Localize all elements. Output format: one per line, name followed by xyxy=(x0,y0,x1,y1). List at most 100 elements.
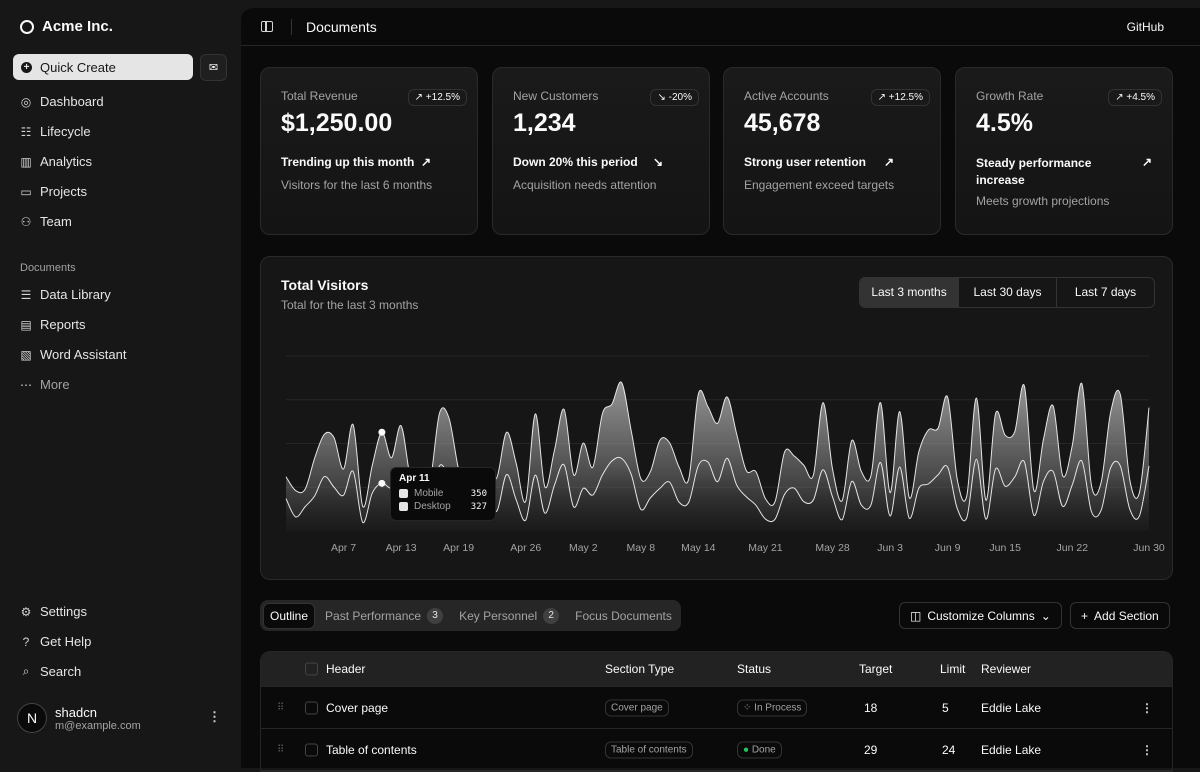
sidebar-item-label: Reports xyxy=(40,317,86,332)
sidebar-item-settings[interactable]: ⚙ Settings xyxy=(20,604,87,619)
chart-title: Total Visitors xyxy=(281,277,369,293)
inbox-button[interactable]: ✉ xyxy=(200,54,227,81)
row-header[interactable]: Cover page xyxy=(326,700,389,715)
chart-subtitle: Total for the last 3 months xyxy=(281,298,419,312)
chart-bar-icon: ▥ xyxy=(20,154,32,169)
card-description: Meets growth projections xyxy=(976,194,1110,208)
sidebar-item-analytics[interactable]: ▥ Analytics xyxy=(20,154,92,169)
tab-label: Key Personnel xyxy=(459,608,538,623)
desktop-active-dot xyxy=(378,479,386,487)
drag-handle-icon[interactable]: ⠿ xyxy=(277,702,285,713)
github-link[interactable]: GitHub xyxy=(1126,19,1164,34)
x-tick-label: Jun 9 xyxy=(935,542,961,554)
mobile-line xyxy=(285,381,1150,508)
divider xyxy=(291,18,292,35)
more-vertical-icon[interactable]: ⋮ xyxy=(208,709,221,724)
mail-icon: ✉ xyxy=(208,62,219,74)
main-panel: Documents GitHub Total Revenue $1,250.00 … xyxy=(241,8,1200,772)
sidebar-item-label: Get Help xyxy=(40,634,92,649)
sidebar-item-search[interactable]: ⌕ Search xyxy=(20,664,82,679)
tab-outline[interactable]: Outline xyxy=(263,602,316,629)
button-label: Add Section xyxy=(1094,608,1159,623)
tab-label: Past Performance xyxy=(325,608,422,623)
tooltip-date: Apr 11 xyxy=(399,473,430,484)
sidebar-item-lifecycle[interactable]: ☷ Lifecycle xyxy=(20,124,91,139)
column-header: Reviewer xyxy=(981,662,1032,676)
quick-create-button[interactable]: + Quick Create xyxy=(13,54,193,80)
stat-card-accounts: Active Accounts 45,678 ↗ +12.5% Strong us… xyxy=(723,67,941,235)
row-actions-icon[interactable]: ⋮ xyxy=(1141,742,1153,757)
loader-icon: ⁘ xyxy=(743,702,755,713)
status-text: Done xyxy=(751,744,776,755)
card-label: Active Accounts xyxy=(744,89,829,103)
card-value: $1,250.00 xyxy=(281,109,393,137)
x-tick-label: Apr 7 xyxy=(331,542,356,554)
columns-icon: ◫ xyxy=(910,608,922,623)
sidebar-item-word-assistant[interactable]: ▧ Word Assistant xyxy=(20,347,126,362)
reviewer[interactable]: Eddie Lake xyxy=(981,742,1042,757)
count-badge: 3 xyxy=(427,607,444,624)
sidebar-item-more[interactable]: ⋯ More xyxy=(20,377,70,392)
sidebar-item-reports[interactable]: ▤ Reports xyxy=(20,317,86,332)
column-header: Header xyxy=(326,662,366,676)
brand-name: Acme Inc. xyxy=(42,18,113,35)
row-checkbox[interactable] xyxy=(305,743,318,756)
check-circle-icon: ● xyxy=(743,744,752,755)
limit-value[interactable]: 5 xyxy=(942,700,949,715)
column-header: Target xyxy=(859,662,893,676)
header: Documents GitHub xyxy=(241,8,1200,46)
card-value: 4.5% xyxy=(976,109,1033,137)
tab-label: Outline xyxy=(270,608,309,623)
add-section-button[interactable]: + Add Section xyxy=(1070,602,1170,629)
sidebar-item-label: Word Assistant xyxy=(40,347,127,362)
desktop-swatch xyxy=(399,502,408,511)
range-30-days[interactable]: Last 30 days xyxy=(958,278,1056,307)
sidebar-item-label: Lifecycle xyxy=(40,124,91,139)
status-badge: ● Done xyxy=(737,741,782,758)
limit-value[interactable]: 24 xyxy=(942,742,956,757)
reviewer[interactable]: Eddie Lake xyxy=(981,700,1042,715)
quick-create-label: Quick Create xyxy=(40,59,116,75)
card-label: Total Revenue xyxy=(281,89,358,103)
table-row: ⠿ Table of contents Table of contents ● … xyxy=(261,729,1172,771)
avatar: N xyxy=(17,703,47,733)
user-menu[interactable]: N shadcn m@example.com xyxy=(17,703,141,733)
select-all-checkbox[interactable] xyxy=(305,662,318,676)
target-value[interactable]: 29 xyxy=(864,742,878,757)
tab-past-performance[interactable]: Past Performance 3 xyxy=(319,603,449,629)
sidebar-item-get-help[interactable]: ? Get Help xyxy=(20,634,92,649)
row-checkbox[interactable] xyxy=(305,701,318,714)
tooltip-value: 350 xyxy=(470,488,487,499)
user-name: shadcn xyxy=(55,704,97,720)
range-3-months[interactable]: Last 3 months xyxy=(860,278,958,307)
visitors-area-chart[interactable]: Apr 7 Apr 13 Apr 19 Apr 26 May 2 May 8 May 14 M… xyxy=(261,257,1174,581)
sidebar-item-team[interactable]: ⚇ Team xyxy=(20,214,72,229)
sidebar-item-label: Projects xyxy=(40,184,87,199)
tab-label: Focus Documents xyxy=(575,608,672,623)
sidebar-toggle-icon[interactable] xyxy=(261,21,273,32)
column-header: Limit xyxy=(940,662,966,676)
column-header: Status xyxy=(737,662,772,676)
tab-key-personnel[interactable]: Key Personnel 2 xyxy=(453,603,565,629)
sidebar-item-label: Settings xyxy=(40,604,87,619)
row-actions-icon[interactable]: ⋮ xyxy=(1141,700,1153,715)
stat-card-revenue: Total Revenue $1,250.00 ↗ +12.5% Trending… xyxy=(260,67,478,235)
row-header[interactable]: Table of contents xyxy=(326,742,417,757)
card-label: New Customers xyxy=(513,89,599,103)
tab-focus-documents[interactable]: Focus Documents xyxy=(569,604,678,628)
sidebar-item-label: Search xyxy=(40,664,82,679)
range-7-days[interactable]: Last 7 days xyxy=(1056,278,1154,307)
card-description: Engagement exceed targets xyxy=(744,178,895,192)
sidebar-item-data-library[interactable]: ☰ Data Library xyxy=(20,287,111,302)
brand[interactable]: Acme Inc. xyxy=(20,18,113,35)
sidebar-item-label: More xyxy=(40,377,70,392)
target-value[interactable]: 18 xyxy=(864,700,878,715)
drag-handle-icon[interactable]: ⠿ xyxy=(277,744,285,755)
sidebar-item-dashboard[interactable]: ◎ Dashboard xyxy=(20,94,104,109)
gauge-icon: ◎ xyxy=(20,94,32,109)
sidebar-item-projects[interactable]: ▭ Projects xyxy=(20,184,87,199)
status-text: In Process xyxy=(754,702,802,713)
button-label: Customize Columns xyxy=(927,608,1035,623)
trend-badge: ↗ +4.5% xyxy=(1108,89,1162,106)
customize-columns-button[interactable]: ◫ Customize Columns ⌄ xyxy=(899,602,1062,629)
